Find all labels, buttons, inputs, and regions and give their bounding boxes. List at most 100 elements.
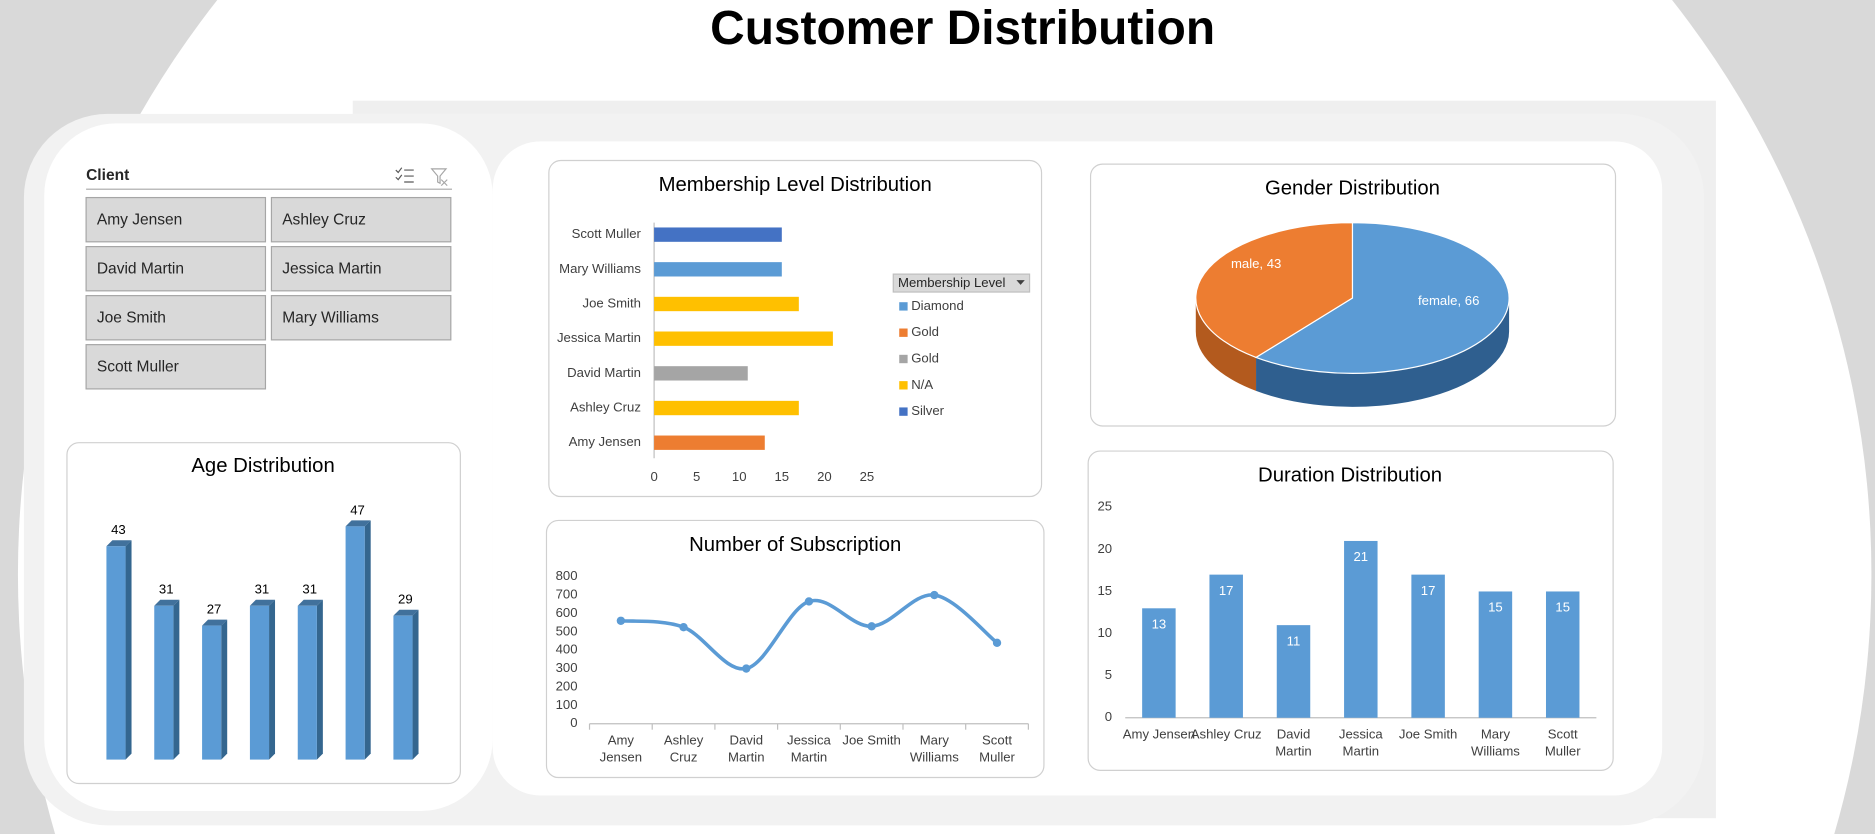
legend-label: Gold (911, 350, 939, 365)
x-tick-label: 20 (817, 469, 832, 484)
bar (106, 546, 126, 760)
data-label: 21 (1353, 549, 1368, 564)
y-tick-label: Joe Smith (583, 295, 641, 310)
bar (202, 625, 222, 760)
data-label: 13 (1152, 617, 1167, 632)
data-label: 27 (207, 602, 222, 617)
pie-side (1195, 298, 1257, 391)
bar (654, 435, 765, 450)
y-tick-label: Mary Williams (559, 261, 641, 276)
data-label: male, 43 (1231, 256, 1281, 271)
slicer-title: Client (86, 167, 129, 184)
slicer-button[interactable] (270, 246, 452, 292)
point (804, 597, 814, 606)
bar (345, 526, 365, 760)
bar-top (297, 599, 323, 606)
chart-title: Number of Subscription (689, 534, 901, 556)
x-tick-label: Scott Muller (1545, 727, 1581, 759)
slicer-item-label[interactable]: David Martin (97, 260, 184, 277)
bar (1545, 591, 1580, 718)
x-tick-label: Joe Smith (842, 733, 900, 748)
y-tick-label: 500 (556, 623, 578, 638)
slicer-button[interactable] (85, 196, 267, 243)
data-label: 31 (302, 582, 317, 597)
legend-label: N/A (911, 377, 933, 392)
slicer-item-label[interactable]: Joe Smith (97, 309, 166, 326)
y-tick-label: Amy Jensen (569, 434, 641, 449)
y-tick-label: 100 (556, 697, 578, 712)
x-tick-label: Ashley Cruz (664, 733, 704, 765)
bar-side (364, 520, 371, 760)
bar-top (154, 599, 180, 606)
bar (249, 605, 270, 760)
y-tick-label: 10 (1097, 625, 1112, 640)
pie-side (1256, 298, 1510, 407)
bar (1142, 608, 1176, 718)
slicer-item[interactable]: Ashley Cruz (270, 196, 452, 243)
slicer-item-label[interactable]: Ashley Cruz (282, 211, 366, 228)
clear-filter-icon[interactable] (430, 168, 448, 187)
slicer: Client Amy Jensen Ashley Cruz David Martin… (85, 167, 453, 390)
data-label: 31 (159, 582, 174, 597)
slicer-item[interactable]: Joe Smith (85, 295, 267, 341)
legend-title: Membership Level (898, 275, 1005, 290)
slicer-item[interactable]: Amy Jensen (85, 196, 267, 243)
legend-header (892, 273, 1031, 293)
data-label: 31 (255, 582, 270, 597)
chart-title: Duration Distribution (1258, 465, 1442, 487)
legend-dropdown[interactable] (1016, 280, 1025, 285)
y-tick-label: 200 (556, 678, 578, 693)
data-label: 47 (350, 502, 365, 517)
slicer-button[interactable] (85, 344, 267, 390)
bar-side (125, 540, 132, 760)
point (742, 664, 751, 673)
bar-side (173, 599, 180, 760)
data-label: 15 (1555, 600, 1570, 615)
x-tick-label: 0 (650, 469, 657, 484)
slicer-item-label[interactable]: Mary Williams (282, 309, 379, 326)
bar-side (221, 619, 228, 760)
slicer-item[interactable]: Mary Williams (270, 295, 452, 341)
slicer-item-label[interactable]: Amy Jensen (97, 211, 182, 228)
slicer-button[interactable] (85, 295, 267, 341)
x-tick-label: Ashley Cruz (1191, 727, 1262, 742)
data-label: female, 66 (1418, 293, 1479, 308)
chart-title: Membership Level Distribution (659, 174, 932, 196)
point (679, 623, 688, 632)
y-tick-label: 0 (1105, 709, 1112, 724)
legend-label: Diamond (911, 298, 964, 313)
legend-label: Silver (911, 403, 944, 418)
pie-slice (1195, 222, 1354, 359)
bar-top (345, 520, 371, 527)
y-tick-label: 5 (1105, 667, 1112, 682)
slicer-button[interactable] (270, 196, 452, 243)
bar (654, 227, 782, 242)
x-tick-label: 10 (732, 469, 747, 484)
chart-title: Age Distribution (191, 455, 334, 477)
x-tick-label: David Martin (1275, 727, 1312, 759)
y-tick-label: David Martin (567, 365, 641, 380)
data-label: 17 (1219, 583, 1234, 598)
slicer-item-label[interactable]: Jessica Martin (282, 260, 381, 277)
y-tick-label: Ashley Cruz (570, 400, 641, 415)
data-label: 11 (1287, 633, 1301, 648)
slicer-button[interactable] (270, 295, 452, 341)
bar (654, 366, 748, 381)
multi-select-icon[interactable] (395, 167, 414, 183)
chart-frame (545, 519, 1045, 779)
bar (654, 400, 799, 416)
bar-top (249, 599, 276, 606)
x-tick-label: Mary Williams (1471, 727, 1520, 759)
y-tick-label: 25 (1097, 499, 1112, 514)
slicer-button[interactable] (85, 246, 267, 292)
point (616, 616, 626, 625)
x-tick-label: 25 (860, 469, 875, 484)
slicer-item-label[interactable]: Scott Muller (97, 358, 179, 375)
legend-swatch (899, 354, 908, 364)
y-tick-label: 0 (570, 715, 577, 730)
y-tick-label: 600 (556, 605, 578, 620)
slicer-item[interactable]: Jessica Martin (270, 246, 452, 292)
slicer-item[interactable]: Scott Muller (85, 344, 267, 390)
slicer-item[interactable]: David Martin (85, 246, 267, 292)
x-tick-label: Amy Jensen (600, 733, 642, 765)
